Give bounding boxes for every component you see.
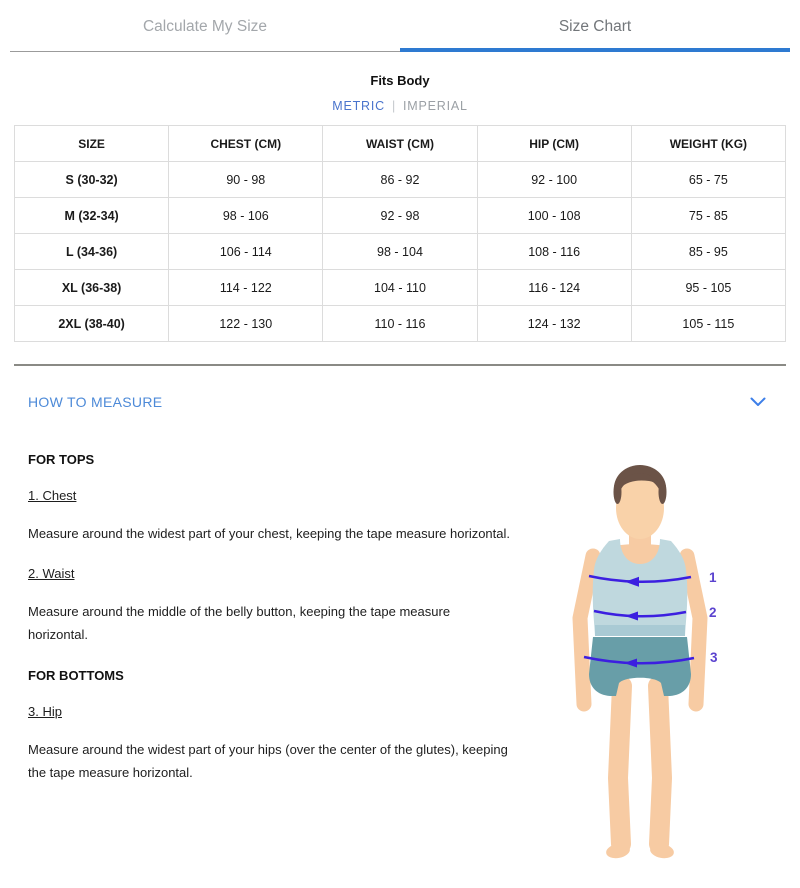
measure-line-hip [583,655,695,665]
cell-size: M (32-34) [13,197,170,234]
cell-hip: 116 - 124 [476,269,632,306]
cell-weight: 105 - 115 [630,305,787,342]
cell-waist: 86 - 92 [322,161,478,198]
measure-arrow-hip [624,658,637,668]
table-row: S (30-32) 90 - 98 86 - 92 92 - 100 65 - … [13,161,787,198]
cell-weight: 95 - 105 [630,269,787,306]
cell-chest: 106 - 114 [168,233,324,270]
table-row: XL (36-38) 114 - 122 104 - 110 116 - 124… [13,269,787,306]
cell-size: S (30-32) [13,161,170,198]
how-to-measure-title: HOW TO MEASURE [28,394,163,410]
cell-weight: 75 - 85 [630,197,787,234]
cell-chest: 114 - 122 [168,269,324,306]
face [616,477,664,539]
cell-hip: 100 - 108 [476,197,632,234]
cell-waist: 110 - 116 [322,305,478,342]
measure-number-3: 3 [710,650,718,665]
col-header-weight: WEIGHT (KG) [630,125,787,162]
measure-number-2: 2 [709,605,717,620]
measure-line-chest [588,574,692,584]
how-to-measure-header[interactable]: HOW TO MEASURE [28,394,772,410]
tank-band [595,625,685,636]
unit-separator: | [391,99,397,113]
left-foot [606,843,630,859]
right-foot [650,843,674,859]
tank-top [592,539,688,636]
tab-bar: Calculate My Size Size Chart [10,0,790,52]
fits-body-title: Fits Body [370,73,430,88]
cell-hip: 124 - 132 [476,305,632,342]
body-illustration: 1 2 3 [572,465,718,859]
cell-hip: 108 - 116 [476,233,632,270]
table-row: L (34-36) 106 - 114 98 - 104 108 - 116 8… [13,233,787,270]
measure-label-chest: 1. Chest [28,488,77,503]
cell-size: L (34-36) [13,233,170,270]
cell-size: XL (36-38) [13,269,170,306]
section-heading-for-bottoms: FOR BOTTOMS [28,668,124,683]
cell-hip: 92 - 100 [476,161,632,198]
shorts [589,637,691,696]
measurement-figure: 1 2 3 [563,458,735,865]
measure-line-waist [593,609,687,618]
unit-toggle: METRIC | IMPERIAL [0,99,800,113]
section-divider [14,364,786,366]
cell-size: 2XL (38-40) [13,305,170,342]
measure-instructions: FOR TOPS 1. Chest Measure around the wid… [28,452,513,784]
left-arm [572,548,601,712]
cell-chest: 122 - 130 [168,305,324,342]
unit-metric[interactable]: METRIC [332,99,385,113]
left-leg [608,676,632,854]
size-chart-table: SIZE CHEST (CM) WAIST (CM) HIP (CM) WEIG… [13,125,787,342]
measure-arrow-chest [625,576,639,587]
measure-label-waist: 2. Waist [28,566,75,581]
cell-waist: 104 - 110 [322,269,478,306]
tab-calculate-my-size[interactable]: Calculate My Size [10,18,400,52]
measure-arrow-waist [625,611,638,621]
measure-label-hip: 3. Hip [28,704,62,719]
col-header-chest: CHEST (CM) [168,125,324,162]
cell-waist: 92 - 98 [322,197,478,234]
cell-weight: 85 - 95 [630,233,787,270]
table-row: M (32-34) 98 - 106 92 - 98 100 - 108 75 … [13,197,787,234]
col-header-size: SIZE [13,125,170,162]
cell-chest: 90 - 98 [168,161,324,198]
cell-waist: 98 - 104 [322,233,478,270]
col-header-waist: WAIST (CM) [322,125,478,162]
table-header-row: SIZE CHEST (CM) WAIST (CM) HIP (CM) WEIG… [13,125,787,162]
hair-fringe [616,473,664,496]
measure-text-chest: Measure around the widest part of your c… [28,526,511,541]
col-header-hip: HIP (CM) [476,125,632,162]
section-heading-for-tops: FOR TOPS [28,452,95,467]
measure-text-waist: Measure around the middle of the belly b… [28,604,451,642]
table-row: 2XL (38-40) 122 - 130 110 - 116 124 - 13… [13,305,787,342]
cell-weight: 65 - 75 [630,161,787,198]
right-leg [648,676,672,854]
chevron-down-icon[interactable] [750,397,766,407]
unit-imperial[interactable]: IMPERIAL [403,99,468,113]
measure-text-hip: Measure around the widest part of your h… [28,742,508,780]
measure-number-1: 1 [709,570,717,585]
cell-chest: 98 - 106 [168,197,324,234]
right-arm [679,548,708,712]
tab-size-chart[interactable]: Size Chart [400,18,790,52]
